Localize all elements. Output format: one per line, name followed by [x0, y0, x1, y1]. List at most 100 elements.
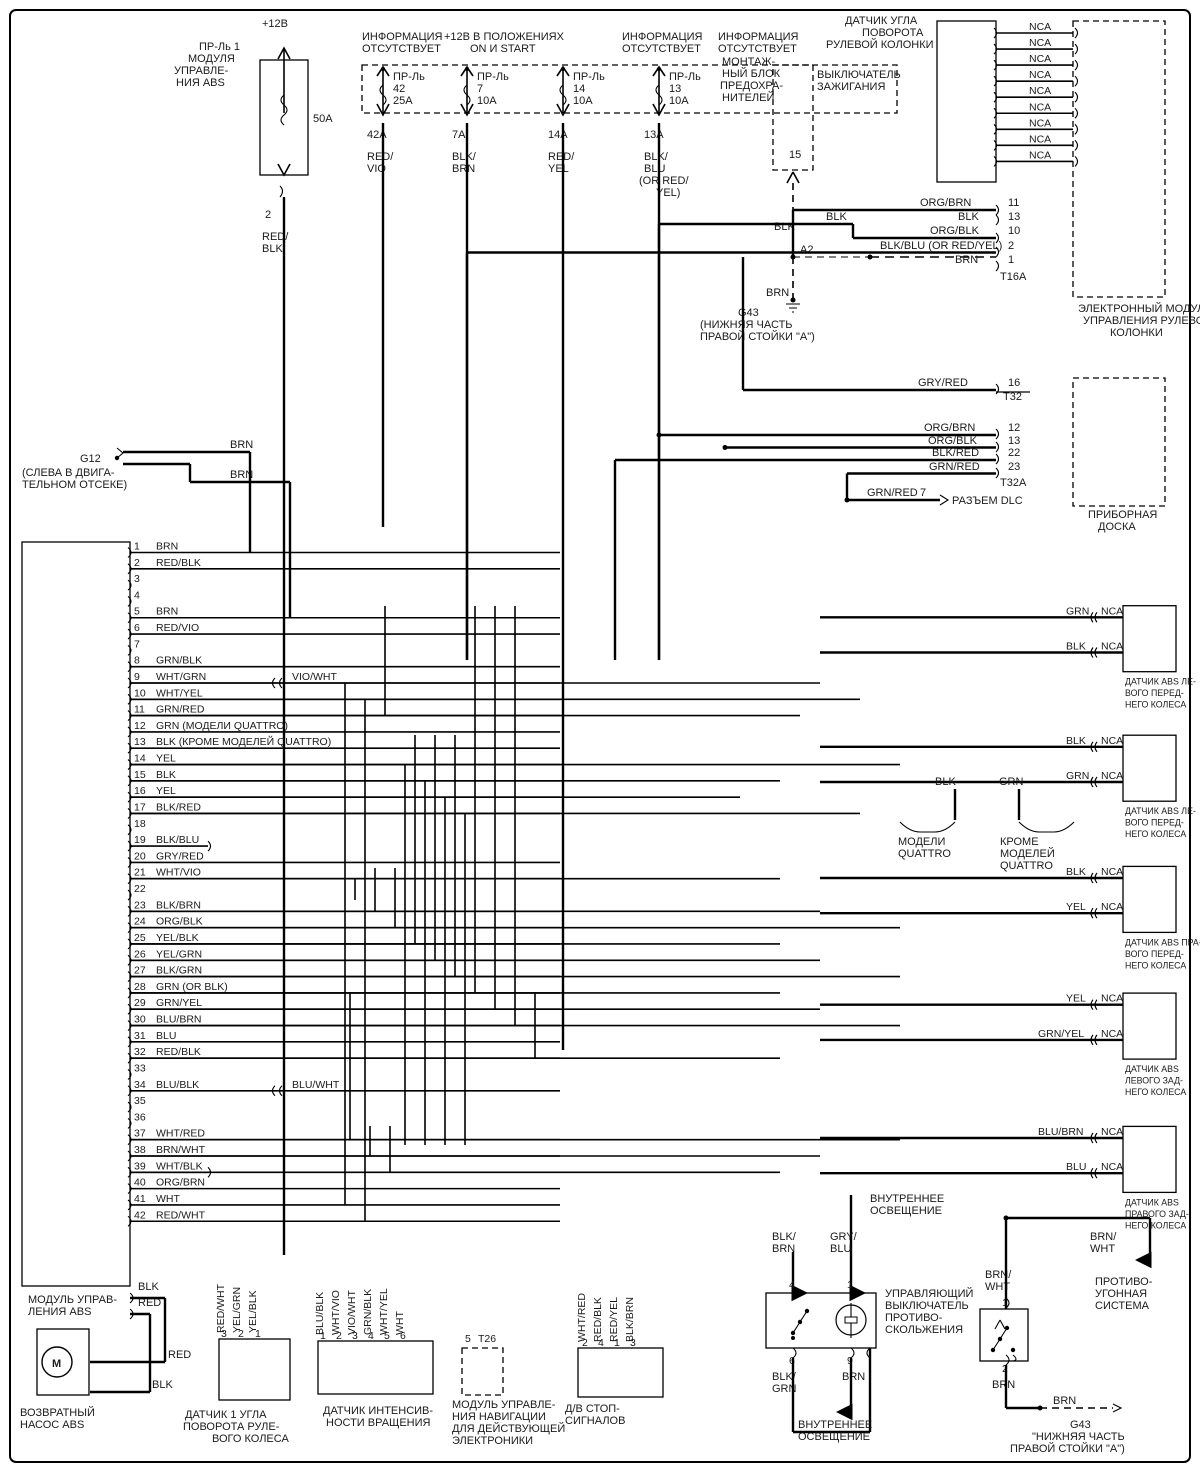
svg-text:ВОЗВРАТНЫЙ: ВОЗВРАТНЫЙ: [20, 1406, 95, 1419]
svg-text:2: 2: [238, 1328, 244, 1340]
svg-text:2: 2: [134, 557, 140, 569]
svg-text:GRN/RED: GRN/RED: [156, 704, 205, 716]
svg-text:ВОГО КОЛЕСА: ВОГО КОЛЕСА: [212, 1433, 289, 1445]
svg-text:NCA: NCA: [1029, 101, 1051, 113]
svg-text:YEL: YEL: [548, 163, 569, 175]
svg-text:Т16А: Т16А: [1000, 271, 1027, 283]
svg-text:GRN (МОДЕЛИ QUATTRO): GRN (МОДЕЛИ QUATTRO): [156, 720, 288, 732]
svg-text:НАСОС ABS: НАСОС ABS: [20, 1419, 84, 1431]
svg-text:GRY/: GRY/: [830, 1231, 858, 1243]
svg-text:15: 15: [134, 769, 146, 781]
svg-text:ТЕЛЬНОМ ОТСЕКЕ): ТЕЛЬНОМ ОТСЕКЕ): [22, 479, 127, 491]
svg-text:НЕГО КОЛЕСА: НЕГО КОЛЕСА: [1125, 1220, 1186, 1230]
svg-text:4: 4: [598, 1337, 604, 1349]
svg-text:ВЫКЛЮЧАТЕЛЬ: ВЫКЛЮЧАТЕЛЬ: [817, 69, 901, 81]
svg-text:13: 13: [1008, 211, 1020, 223]
svg-text:РУЛЕВОЙ КОЛОНКИ: РУЛЕВОЙ КОЛОНКИ: [826, 38, 934, 51]
svg-text:(OR RED/: (OR RED/: [639, 175, 689, 187]
svg-text:BLK/RED: BLK/RED: [932, 447, 979, 459]
svg-text:ORG/BLK: ORG/BLK: [156, 916, 203, 928]
svg-text:ОТСУТСТВУЕТ: ОТСУТСТВУЕТ: [622, 43, 701, 55]
svg-text:WHT/GRN: WHT/GRN: [156, 671, 206, 683]
svg-text:18: 18: [134, 818, 146, 830]
svg-text:10: 10: [134, 687, 146, 699]
svg-text:NCA: NCA: [1029, 69, 1051, 81]
svg-text:WHT/RED: WHT/RED: [156, 1128, 205, 1140]
svg-text:BRN/: BRN/: [985, 1269, 1012, 1281]
svg-text:BRN/: BRN/: [1090, 1231, 1117, 1243]
svg-text:BLU/BLK: BLU/BLK: [314, 1292, 326, 1335]
svg-text:НИЯ ABS: НИЯ ABS: [176, 77, 225, 89]
svg-text:ПРЕДОХРА-: ПРЕДОХРА-: [720, 80, 783, 92]
svg-text:13: 13: [134, 736, 146, 748]
svg-text:WHT/RED: WHT/RED: [576, 1293, 588, 1342]
svg-text:NCA: NCA: [1029, 133, 1051, 145]
svg-text:QUATTRO: QUATTRO: [898, 848, 951, 860]
svg-text:РАЗЪЕМ DLC: РАЗЪЕМ DLC: [952, 495, 1023, 507]
svg-text:WHT: WHT: [1090, 1243, 1115, 1255]
svg-text:НЕГО КОЛЕСА: НЕГО КОЛЕСА: [1125, 1087, 1186, 1097]
svg-text:УПРАВЛЕ-: УПРАВЛЕ-: [174, 65, 229, 77]
svg-text:GRY/RED: GRY/RED: [918, 377, 968, 389]
svg-text:G43: G43: [738, 307, 759, 319]
svg-text:RED/: RED/: [548, 151, 575, 163]
svg-text:42: 42: [393, 83, 405, 95]
svg-text:BLK: BLK: [138, 1281, 159, 1293]
svg-text:ПР-Ль: ПР-Ль: [669, 71, 701, 83]
svg-text:BLK: BLK: [935, 776, 956, 788]
svg-text:16: 16: [1008, 377, 1020, 389]
svg-text:NCA: NCA: [1101, 901, 1123, 913]
svg-text:GRN/RED: GRN/RED: [929, 461, 980, 473]
svg-text:36: 36: [134, 1111, 146, 1123]
svg-text:YEL: YEL: [156, 785, 176, 797]
svg-text:4: 4: [368, 1330, 374, 1342]
svg-text:16: 16: [134, 785, 146, 797]
svg-text:УПРАВЛЯЮЩИЙ: УПРАВЛЯЮЩИЙ: [885, 1287, 973, 1300]
svg-text:21: 21: [134, 867, 146, 879]
svg-text:ВНУТРЕННЕЕ: ВНУТРЕННЕЕ: [798, 1419, 872, 1431]
svg-text:ORG/BLK: ORG/BLK: [928, 435, 978, 447]
svg-text:VIO/WHT: VIO/WHT: [292, 671, 337, 683]
svg-text:NCA: NCA: [1029, 149, 1051, 161]
svg-text:39: 39: [134, 1160, 146, 1172]
svg-text:QUATTRO: QUATTRO: [1000, 860, 1053, 872]
svg-text:RED/YEL: RED/YEL: [608, 1297, 620, 1342]
svg-text:НИЯ НАВИГАЦИИ: НИЯ НАВИГАЦИИ: [452, 1411, 546, 1423]
svg-text:25: 25: [134, 932, 146, 944]
svg-text:ПРОТИВО-: ПРОТИВО-: [885, 1312, 943, 1324]
svg-text:27: 27: [134, 965, 146, 977]
svg-text:BRN: BRN: [156, 606, 178, 618]
svg-text:4: 4: [789, 1279, 795, 1291]
svg-text:НЕГО КОЛЕСА: НЕГО КОЛЕСА: [1125, 960, 1186, 970]
svg-text:ПР-Ль: ПР-Ль: [573, 71, 605, 83]
svg-text:НОСТИ ВРАЩЕНИЯ: НОСТИ ВРАЩЕНИЯ: [326, 1417, 431, 1429]
svg-text:ВЫКЛЮЧАТЕЛЬ: ВЫКЛЮЧАТЕЛЬ: [885, 1300, 969, 1312]
svg-text:41: 41: [134, 1193, 146, 1205]
svg-text:22: 22: [134, 883, 146, 895]
svg-text:14: 14: [134, 753, 146, 765]
svg-text:RED/VIO: RED/VIO: [156, 622, 199, 634]
svg-text:GRN (OR BLK): GRN (OR BLK): [156, 981, 228, 993]
svg-text:M: M: [52, 1358, 61, 1370]
svg-text:WHT/BLK: WHT/BLK: [156, 1160, 203, 1172]
svg-text:+12В В ПОЛОЖЕНИЯХ: +12В В ПОЛОЖЕНИЯХ: [444, 31, 565, 43]
svg-text:УГОННАЯ: УГОННАЯ: [1095, 1288, 1147, 1300]
svg-text:BLK: BLK: [1066, 641, 1086, 653]
svg-text:ЭЛЕКТРОННЫЙ МОДУЛЬ: ЭЛЕКТРОННЫЙ МОДУЛЬ: [1078, 302, 1200, 315]
svg-text:ON И START: ON И START: [470, 43, 536, 55]
svg-text:5: 5: [384, 1330, 390, 1342]
svg-text:RED/BLK: RED/BLK: [156, 1046, 201, 1058]
svg-text:32: 32: [134, 1046, 146, 1058]
svg-text:+12В: +12В: [262, 18, 288, 30]
svg-text:YEL/GRN: YEL/GRN: [156, 948, 202, 960]
svg-text:10A: 10A: [573, 95, 593, 107]
svg-text:7: 7: [477, 83, 483, 95]
svg-text:BLK/: BLK/: [772, 1231, 797, 1243]
svg-text:RED/: RED/: [367, 151, 394, 163]
svg-text:17: 17: [134, 801, 146, 813]
svg-text:50A: 50A: [313, 113, 333, 125]
svg-text:УПРАВЛЕНИЯ РУЛЕВОЙ: УПРАВЛЕНИЯ РУЛЕВОЙ: [1083, 314, 1200, 327]
svg-text:WHT/VIO: WHT/VIO: [330, 1290, 342, 1335]
svg-text:BRN: BRN: [772, 1243, 795, 1255]
svg-text:BLK: BLK: [1066, 735, 1086, 747]
